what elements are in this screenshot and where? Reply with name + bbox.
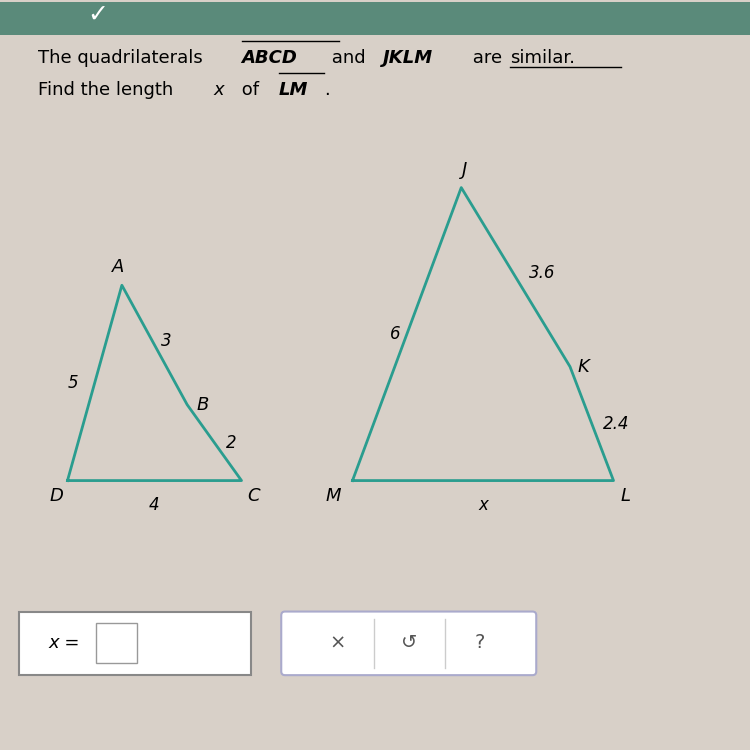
Text: J: J	[462, 160, 468, 178]
Text: x =: x =	[49, 634, 86, 652]
Text: ✓: ✓	[87, 3, 108, 27]
Text: 3.6: 3.6	[530, 264, 556, 282]
Text: 2: 2	[226, 433, 236, 451]
Text: LM: LM	[279, 81, 308, 99]
Text: 6: 6	[390, 325, 401, 343]
Text: 2.4: 2.4	[603, 415, 629, 433]
Text: Find the length: Find the length	[38, 81, 178, 99]
Text: x: x	[214, 81, 224, 99]
Text: are: are	[467, 49, 509, 67]
Text: B: B	[196, 395, 208, 413]
Text: and: and	[326, 49, 372, 67]
Text: similar.: similar.	[510, 49, 575, 67]
Text: JKLM: JKLM	[382, 49, 433, 67]
FancyBboxPatch shape	[281, 611, 536, 675]
Text: The quadrilaterals: The quadrilaterals	[38, 49, 208, 67]
Text: 3: 3	[160, 332, 171, 350]
Text: ×: ×	[329, 634, 346, 652]
Text: M: M	[326, 487, 341, 505]
Text: .: .	[324, 81, 330, 99]
Text: C: C	[248, 487, 260, 505]
Text: ?: ?	[475, 634, 485, 652]
Text: A: A	[112, 258, 125, 276]
Text: x: x	[478, 496, 488, 514]
FancyBboxPatch shape	[0, 0, 750, 35]
Text: K: K	[578, 358, 590, 376]
Text: 5: 5	[68, 374, 78, 392]
Text: D: D	[50, 487, 63, 505]
FancyBboxPatch shape	[96, 622, 136, 663]
Text: ABCD: ABCD	[242, 49, 297, 67]
Text: ↺: ↺	[400, 634, 417, 652]
FancyBboxPatch shape	[19, 611, 251, 675]
Text: L: L	[621, 487, 631, 505]
Text: of: of	[236, 81, 265, 99]
Text: 4: 4	[149, 496, 160, 514]
